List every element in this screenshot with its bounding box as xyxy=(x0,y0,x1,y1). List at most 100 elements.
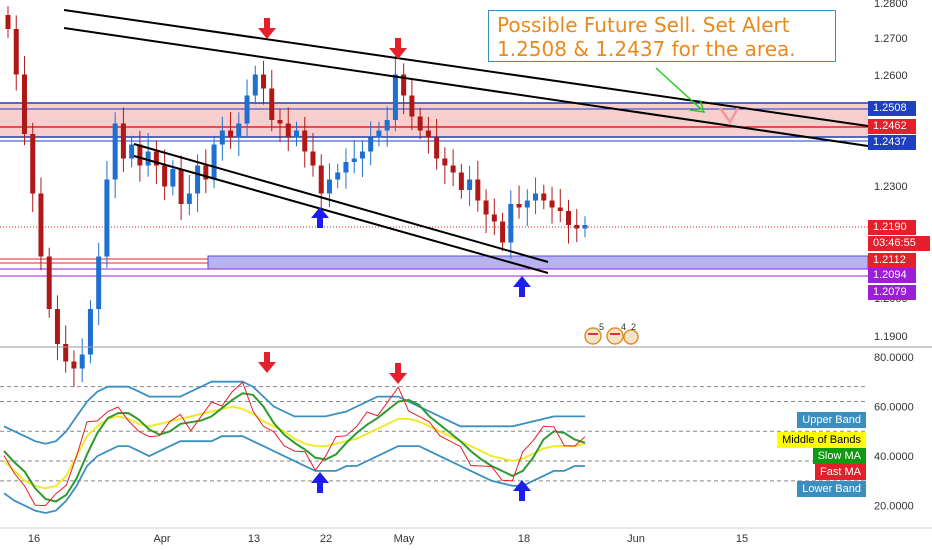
candle-body xyxy=(467,179,473,190)
candle-body xyxy=(359,151,365,159)
time-tick-label: Apr xyxy=(153,533,170,545)
candle-body xyxy=(170,169,176,187)
us-flag-event-icon[interactable] xyxy=(584,327,602,345)
candle-body xyxy=(162,165,168,187)
label-lower-band: Lower Band xyxy=(797,481,866,497)
us-flag-event-icon-2[interactable] xyxy=(606,327,624,345)
candle-body xyxy=(401,74,407,96)
slow-ma-line xyxy=(3,392,586,503)
lower-band-line xyxy=(3,435,585,514)
candle-body xyxy=(326,179,332,194)
candle-body xyxy=(425,130,431,138)
candle-body xyxy=(5,15,11,29)
candle-body xyxy=(195,165,201,194)
indicator-sell-arrows xyxy=(258,352,407,384)
candle-body xyxy=(318,165,324,194)
candle-body xyxy=(252,74,258,96)
faded-sell-arrow xyxy=(718,107,740,125)
candle-body xyxy=(71,361,77,369)
time-tick-label: Jun xyxy=(627,533,645,545)
candle-body xyxy=(294,130,299,138)
price-badge-current: 1.2190 xyxy=(868,220,916,235)
time-tick-label: May xyxy=(394,533,415,545)
candle-body xyxy=(351,158,357,162)
ind-buy-arrow-1 xyxy=(311,472,329,493)
candle-body xyxy=(261,74,267,89)
price-tick-label: 1.2800 xyxy=(874,0,908,10)
green-pointer-line xyxy=(655,67,703,111)
event-count-1: 5 xyxy=(599,322,604,332)
candle-body xyxy=(310,151,316,166)
candle-body xyxy=(96,256,102,309)
candle-body xyxy=(533,193,539,201)
lower-trendline-2[interactable] xyxy=(133,155,549,274)
label-slow-ma: Slow MA xyxy=(812,448,866,464)
candle-body xyxy=(409,95,415,117)
candle-body xyxy=(269,88,275,120)
price-badge-1-2094: 1.2094 xyxy=(868,268,916,283)
candle-body xyxy=(524,200,530,208)
candle-body xyxy=(516,204,522,208)
us-flag-event-icon-3[interactable] xyxy=(623,329,639,345)
price-tick-label: 1.2300 xyxy=(874,181,908,193)
price-sell-arrows xyxy=(258,18,407,59)
candle-body xyxy=(450,165,456,173)
lower-trendline-1[interactable] xyxy=(133,143,549,263)
annotation-note[interactable]: Possible Future Sell. Set Alert 1.2508 &… xyxy=(488,10,836,62)
price-badge-1-2079: 1.2079 xyxy=(868,285,916,300)
candle-body xyxy=(120,123,126,159)
candle-body xyxy=(368,137,374,152)
candle-body xyxy=(219,130,225,145)
candle-body xyxy=(129,144,135,159)
candle-body xyxy=(228,130,234,138)
upper-band-line xyxy=(3,380,585,445)
ind-buy-arrow-2 xyxy=(513,480,531,501)
candle-body xyxy=(335,172,341,180)
fast-ma-line xyxy=(3,381,586,507)
buy-arrow-1 xyxy=(311,207,329,228)
candle-body xyxy=(508,204,514,243)
candle-body xyxy=(236,123,242,138)
event-count-3: 2 xyxy=(631,322,636,332)
candle-body xyxy=(277,120,283,124)
upper-trendline-2[interactable] xyxy=(63,27,869,147)
candle-body xyxy=(582,225,588,229)
candle-body xyxy=(574,225,580,229)
label-upper-band: Upper Band xyxy=(797,412,866,428)
middle-band-line xyxy=(3,405,586,490)
indicator-pane: 80.0000 60.0000 40.0000 20.0000 xyxy=(0,352,914,514)
note-line-2: 1.2508 & 1.2437 for the area. xyxy=(497,37,796,61)
candle-body xyxy=(557,207,563,211)
candle-body xyxy=(343,162,349,173)
candle-body xyxy=(491,214,497,222)
price-tick-label: 1.1900 xyxy=(874,331,908,343)
candle-body xyxy=(302,130,308,152)
event-count-2: 4 xyxy=(621,322,626,332)
candle-body xyxy=(178,169,184,204)
candle-body xyxy=(38,193,44,257)
label-middle-of-bands: Middle of Bands xyxy=(777,432,866,448)
candle-body xyxy=(211,144,217,180)
candle-body xyxy=(541,193,547,201)
candle-body xyxy=(458,172,464,190)
price-candles xyxy=(5,6,588,388)
candle-body xyxy=(417,116,423,131)
candle-body xyxy=(13,29,19,75)
green-pointer-head xyxy=(689,99,706,113)
candle-body xyxy=(30,134,36,194)
candle-body xyxy=(475,179,481,201)
indicator-tick-label: 40.0000 xyxy=(874,451,914,463)
time-tick-label: 15 xyxy=(736,533,748,545)
price-badge-1-2437: 1.2437 xyxy=(868,135,916,150)
candle-body xyxy=(500,221,506,243)
label-fast-ma: Fast MA xyxy=(815,464,866,480)
time-tick-label: 22 xyxy=(320,533,332,545)
flag-stripe-2 xyxy=(610,333,620,335)
candle-body xyxy=(63,344,69,362)
upper-trendline-1[interactable] xyxy=(63,9,869,127)
support-zone xyxy=(207,255,869,270)
candle-body xyxy=(285,123,291,138)
indicator-tick-label: 60.0000 xyxy=(874,402,914,414)
economic-events[interactable]: 5 4 2 xyxy=(583,320,643,346)
